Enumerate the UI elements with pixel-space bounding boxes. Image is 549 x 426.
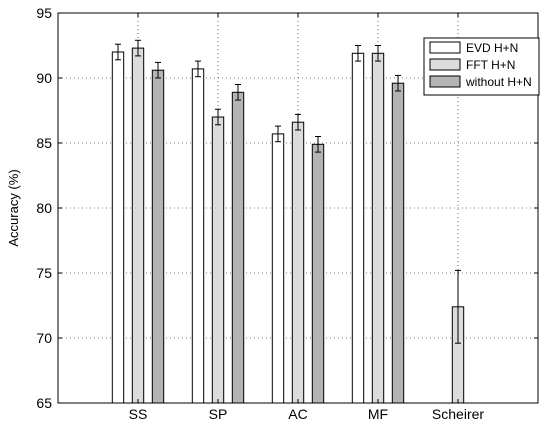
bar [131,47,145,404]
legend-label: EVD H+N [466,41,518,55]
y-tick-label: 75 [36,265,52,281]
y-tick-label: 90 [36,70,52,86]
bar [351,52,365,404]
y-tick-label: 65 [36,395,52,411]
x-tick-label: SP [209,406,228,422]
bar [371,52,385,404]
legend-swatch [429,75,461,88]
y-tick-label: 70 [36,330,52,346]
legend-swatch [429,41,461,54]
bar [191,68,205,404]
error-bars [115,39,461,344]
y-tick-label: 80 [36,200,52,216]
legend-swatch [429,58,461,71]
y-tick-label: 85 [36,135,52,151]
y-axis-label: Accuracy (%) [6,169,21,246]
bar [211,116,225,404]
legend: EVD H+N FFT H+N without H+N [423,37,540,96]
x-axis-ticks: SS SP AC MF Scheirer [129,13,484,422]
bar [391,82,405,404]
bar [231,91,245,404]
x-tick-label: AC [288,406,307,422]
x-tick-label: MF [368,406,388,422]
legend-label: FFT H+N [466,58,515,72]
y-axis-ticks: 65 70 75 80 85 90 95 [36,5,538,411]
x-tick-label: Scheirer [432,406,484,422]
y-tick-label: 95 [36,5,52,21]
bar [311,143,325,404]
bars [111,47,465,404]
legend-label: without H+N [465,75,532,89]
bar [291,121,305,404]
bar [111,51,125,404]
x-tick-label: SS [129,406,148,422]
bar [271,133,285,404]
bar [151,69,165,404]
